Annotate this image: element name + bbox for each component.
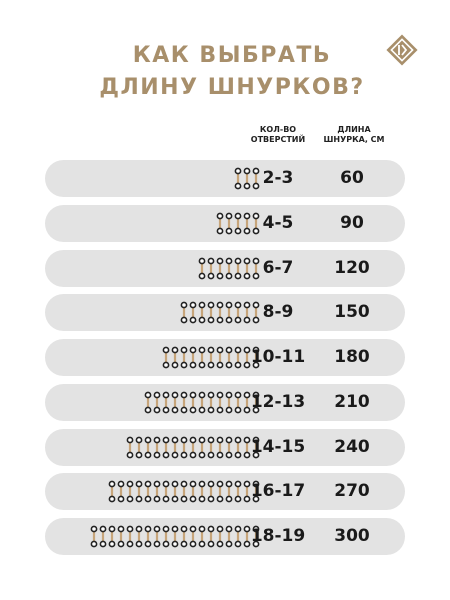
eyelets-icon — [180, 301, 260, 324]
table-row: 12-13 210 — [45, 383, 405, 421]
lace-length: 150 — [334, 302, 370, 323]
lace-length: 90 — [340, 212, 364, 233]
holes-count: 16-17 — [250, 481, 306, 502]
brand-logo-icon — [386, 34, 418, 66]
holes-count: 8-9 — [262, 302, 294, 323]
holes-count: 14-15 — [250, 436, 306, 457]
title-line-2: ДЛИНУ ШНУРКОВ? — [99, 75, 365, 100]
holes-column-header: КОЛ-ВО ОТВЕРСТИЙ — [250, 125, 306, 144]
holes-count: 2-3 — [262, 168, 294, 188]
holes-count: 4-5 — [262, 212, 294, 233]
holes-count: 10-11 — [250, 347, 306, 367]
lace-length: 240 — [334, 436, 370, 457]
eyelets-icon — [90, 525, 260, 548]
length-column-header: ДЛИНА ШНУРКА, СМ — [323, 125, 385, 144]
eyelets-icon — [216, 212, 260, 235]
table-row: 6-7 120 — [45, 249, 405, 287]
table-row: 10-11 180 — [45, 339, 405, 376]
eyelets-icon — [162, 346, 260, 369]
eyelets-icon — [198, 257, 260, 279]
table-row: 8-9 150 — [45, 294, 405, 332]
lace-length: 120 — [334, 257, 370, 278]
table-row: 4-5 90 — [45, 204, 405, 242]
holes-count: 12-13 — [250, 391, 306, 412]
page-title: КАК ВЫБРАТЬ ДЛИНУ ШНУРКОВ? — [92, 40, 372, 104]
title-line-1: КАК ВЫБРАТЬ — [132, 43, 332, 68]
lace-length: 60 — [340, 168, 364, 188]
table-row: 2-3 60 — [45, 160, 405, 197]
eyelets-icon — [108, 480, 260, 503]
lace-length: 210 — [334, 391, 370, 412]
eyelets-icon — [144, 391, 260, 414]
lace-length: 300 — [334, 526, 370, 546]
table-row: 16-17 270 — [45, 473, 405, 511]
lace-length: 180 — [334, 347, 370, 367]
eyelets-icon — [126, 436, 260, 458]
holes-count: 6-7 — [262, 257, 294, 278]
eyelets-icon — [234, 167, 260, 190]
table-row: 18-19 300 — [45, 518, 405, 555]
lace-length: 270 — [334, 481, 370, 502]
table-row: 14-15 240 — [45, 428, 405, 466]
holes-count: 18-19 — [250, 526, 306, 546]
